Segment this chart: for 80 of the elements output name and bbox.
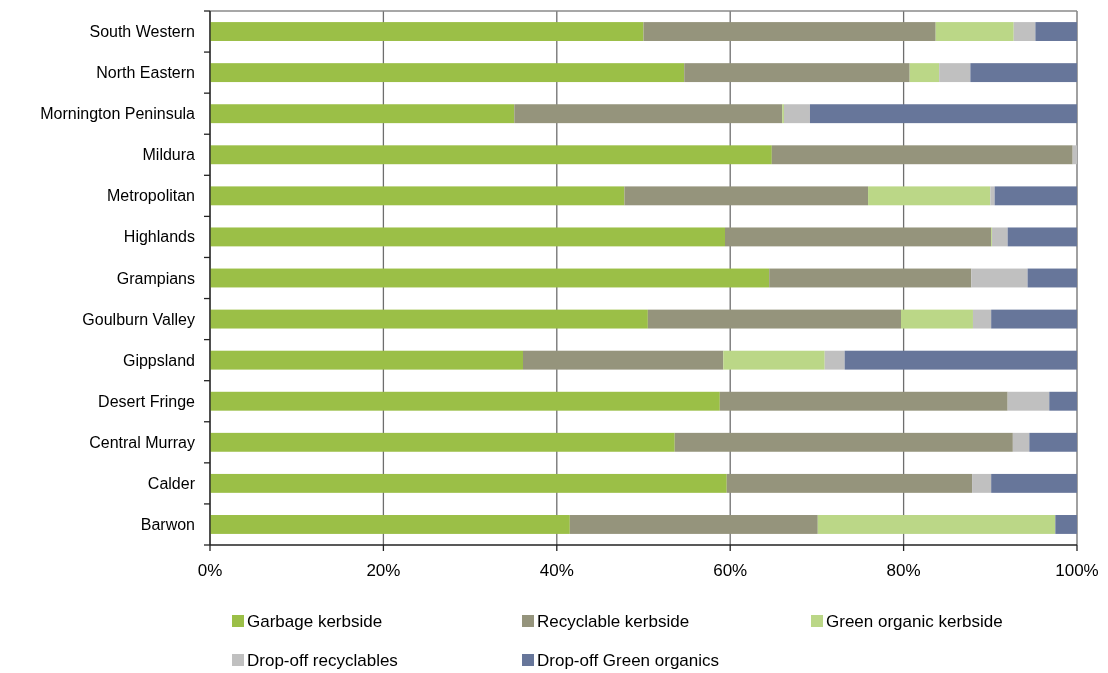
bar [994, 186, 1077, 206]
bar [1027, 268, 1077, 288]
bar [647, 309, 901, 329]
bar [939, 63, 971, 83]
bar [723, 350, 825, 370]
legend-label: Green organic kerbside [826, 611, 1003, 631]
x-tick-label: 60% [713, 561, 748, 580]
y-tick-label: Barwon [140, 515, 195, 533]
y-tick-label: Desert Fringe [98, 392, 196, 410]
bar [210, 186, 625, 206]
legend-label: Drop-off Green organics [537, 650, 720, 670]
bar [809, 104, 1077, 124]
bar [783, 104, 810, 124]
bar [684, 63, 910, 83]
bar [210, 309, 648, 329]
y-tick-label: Grampians [116, 269, 195, 287]
legend-label: Drop-off recyclables [247, 650, 398, 670]
bar [643, 22, 936, 41]
y-tick-label: Mildura [142, 146, 196, 164]
bar [725, 227, 992, 247]
bar [210, 268, 770, 288]
y-tick-label: Gippsland [122, 351, 195, 369]
bar [726, 473, 973, 493]
bar [992, 227, 1008, 247]
bar [624, 186, 869, 206]
y-tick-label: Calder [147, 474, 196, 492]
y-tick-label: South Western [89, 23, 195, 41]
bar [991, 473, 1077, 493]
bar [972, 473, 992, 493]
bar [1007, 227, 1077, 247]
x-tick-label: 40% [539, 561, 574, 580]
legend-label: Garbage kerbside [247, 611, 383, 631]
bar [935, 22, 1014, 41]
bar [769, 268, 972, 288]
bar [210, 432, 675, 452]
bar [210, 104, 515, 124]
bar [674, 432, 1013, 452]
bar [522, 350, 724, 370]
bar [970, 63, 1077, 83]
bar [817, 515, 1056, 534]
y-tick-label: Highlands [123, 228, 195, 246]
bar [1035, 22, 1077, 41]
y-tick-label: Metropolitan [106, 187, 195, 205]
bar [210, 391, 720, 411]
bar [1013, 22, 1036, 41]
bar [1049, 391, 1077, 411]
y-tick-label: Central Murray [89, 433, 195, 451]
bar [210, 227, 725, 247]
bar [210, 515, 570, 534]
bar [771, 145, 1073, 165]
bar [991, 309, 1077, 329]
x-tick-label: 80% [886, 561, 921, 580]
y-tick-label: North Eastern [96, 64, 195, 82]
bar [210, 473, 727, 493]
bar [1029, 432, 1077, 452]
bar [210, 350, 523, 370]
bar [1072, 145, 1078, 165]
x-tick-label: 0% [197, 561, 223, 580]
bar [901, 309, 973, 329]
bar [844, 350, 1077, 370]
bar [971, 268, 1028, 288]
bar [210, 145, 772, 165]
bar [1055, 515, 1077, 534]
bar [210, 22, 644, 41]
bar [1012, 432, 1030, 452]
bar [210, 63, 685, 83]
bar [824, 350, 845, 370]
bar [990, 186, 995, 206]
bar [868, 186, 991, 206]
y-tick-label: Mornington Peninsula [40, 105, 196, 123]
bar [514, 104, 783, 124]
legend-label: Recyclable kerbside [537, 611, 690, 631]
bar [972, 309, 992, 329]
bar [1007, 391, 1050, 411]
bar [569, 515, 818, 534]
x-tick-label: 100% [1055, 561, 1099, 580]
x-tick-label: 20% [366, 561, 401, 580]
bar [909, 63, 940, 83]
y-tick-label: Goulburn Valley [82, 310, 195, 328]
bar [719, 391, 1008, 411]
